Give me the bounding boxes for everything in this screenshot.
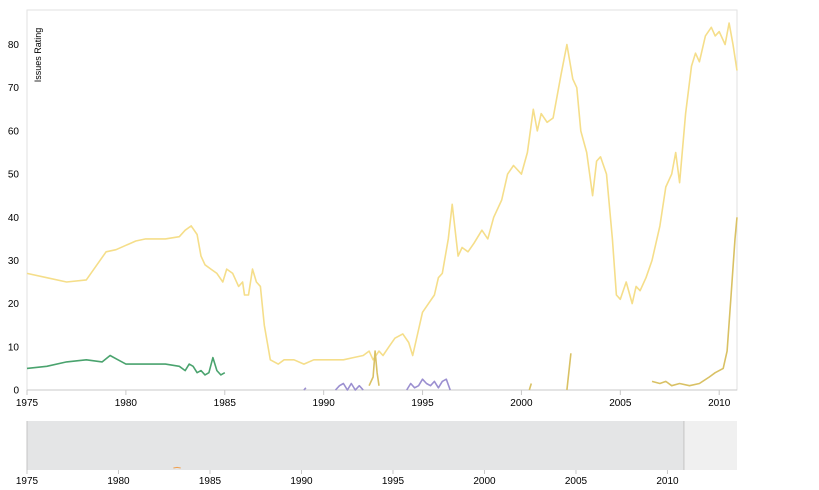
series-mustard-line: [368, 350, 380, 387]
x-tick-label: 2010: [708, 398, 731, 409]
y-tick-label: 80: [8, 40, 20, 51]
navigator-tick-label: 1975: [16, 476, 39, 487]
y-tick-label: 30: [8, 256, 20, 267]
x-tick-label: 1980: [115, 398, 138, 409]
y-tick-label: 10: [8, 342, 20, 353]
y-tick-label: 20: [8, 299, 20, 310]
x-tick-label: 1975: [16, 398, 39, 409]
navigator-tick-label: 2010: [656, 476, 679, 487]
x-tick-label: 1995: [411, 398, 434, 409]
series-mustard-line: [528, 383, 533, 391]
series-mustard-line: [566, 353, 572, 391]
series-lines: [26, 22, 738, 391]
series-green-line: [26, 354, 226, 376]
series-purple-line: [334, 382, 364, 391]
navigator-tick-label: 1990: [290, 476, 313, 487]
x-tick-label: 2000: [510, 398, 533, 409]
navigator[interactable]: 1975 1980 1985 1990 1995 2000 2005 2010: [16, 421, 737, 487]
x-tick-label: 2005: [609, 398, 632, 409]
series-mustard-line: [651, 217, 738, 387]
y-tick-label: 0: [13, 386, 19, 397]
navigator-tick-label: 1995: [382, 476, 405, 487]
navigator-tick-label: 1980: [107, 476, 130, 487]
y-axis: 0 10 20 30 40 50 60 70 80: [8, 40, 20, 396]
x-tick-label: 1985: [214, 398, 237, 409]
navigator-x-axis: 1975 1980 1985 1990 1995 2000 2005 2010: [16, 470, 679, 487]
plot-frame: [26, 9, 738, 391]
y-tick-label: 40: [8, 213, 20, 224]
navigator-selection[interactable]: [27, 421, 684, 470]
navigator-tick-label: 1985: [199, 476, 222, 487]
series-orange-tick: [173, 466, 181, 469]
series-purple-line: [303, 387, 307, 391]
x-axis: 1975 1980 1985 1990 1995 2000 2005 2010: [16, 390, 731, 409]
series-purple-line: [406, 378, 451, 391]
y-tick-label: 50: [8, 170, 20, 181]
navigator-tick-label: 2000: [473, 476, 496, 487]
y-tick-label: 70: [8, 83, 20, 94]
y-tick-label: 60: [8, 126, 20, 137]
navigator-tick-label: 2005: [565, 476, 588, 487]
plot-area: 0 10 20 30 40 50 60 70 80 1975 1980 1985 1990 1995 20…: [8, 9, 738, 409]
series-light-yellow-line: [26, 22, 738, 365]
y-axis-label: Issues Rating: [33, 28, 43, 83]
navigator-series: [173, 466, 181, 469]
x-tick-label: 1990: [313, 398, 336, 409]
